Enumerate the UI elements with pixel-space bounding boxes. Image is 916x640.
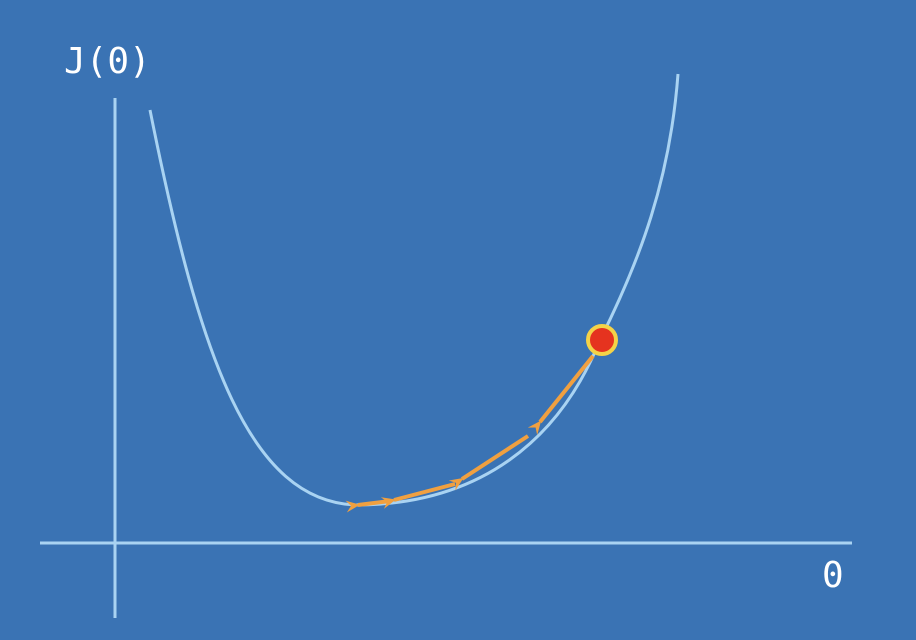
cost-curve (148, 73, 680, 507)
descent-step-4-arrow (345, 499, 391, 513)
current-point-marker (586, 324, 618, 356)
y-axis-label: J(0) (64, 41, 151, 82)
descent-step-1-arrow (527, 354, 595, 436)
descent-step-2-arrow (448, 434, 530, 491)
descent-step-3-arrow (380, 482, 456, 509)
x-axis-label: 0 (822, 555, 844, 596)
